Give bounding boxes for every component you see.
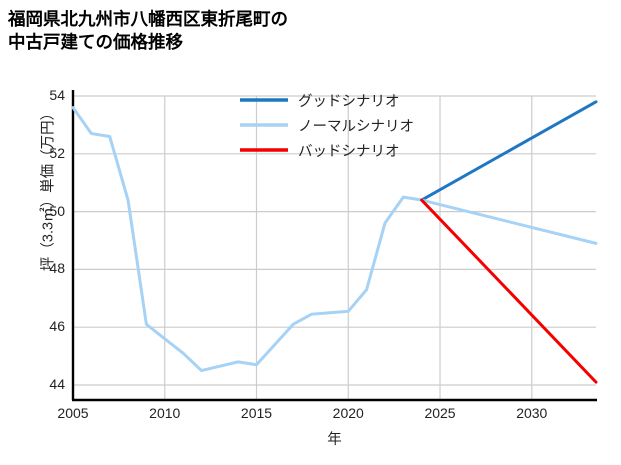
series-line	[420, 198, 598, 245]
legend-label: グッドシナリオ	[298, 94, 400, 110]
series-line	[420, 100, 598, 202]
y-axis-tick-label: 44	[49, 376, 65, 392]
y-axis-tick-label: 52	[49, 144, 65, 161]
y-axis-tick-label: 54	[49, 87, 65, 103]
x-axis-label: 年	[327, 432, 342, 448]
legend-label: ノーマルシナリオ	[298, 119, 414, 135]
x-axis-tick-label: 2030	[516, 405, 548, 421]
x-axis-tick-label: 2015	[240, 405, 273, 421]
y-axis-tick-label: 46	[49, 318, 65, 335]
x-axis-tick-label: 2005	[57, 405, 89, 421]
x-axis-tick-label: 2020	[332, 405, 364, 421]
x-axis-tick-label: 2010	[149, 405, 181, 421]
chart-title: 福岡県北九州市八幡西区東折尾町の 中古戸建ての価格推移	[8, 9, 288, 53]
x-axis-tick-label: 2025	[424, 405, 456, 421]
y-axis-tick-label: 50	[49, 202, 65, 219]
series-line	[71, 106, 424, 373]
series-line	[420, 198, 598, 384]
legend-label: バッドシナリオ	[298, 144, 400, 160]
y-axis-tick-label: 48	[49, 260, 65, 277]
